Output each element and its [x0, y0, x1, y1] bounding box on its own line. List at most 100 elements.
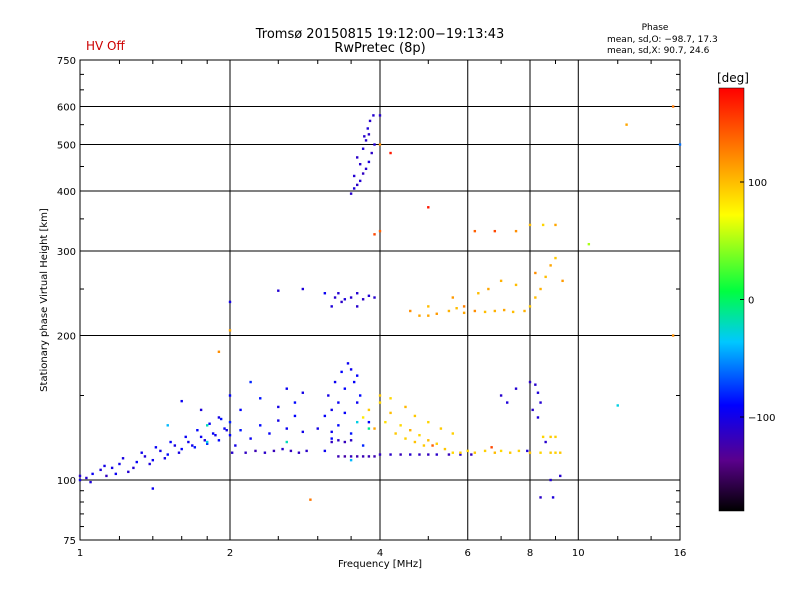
data-point — [225, 429, 228, 432]
data-point — [508, 451, 512, 454]
data-point — [330, 440, 333, 444]
data-point — [234, 444, 237, 447]
data-point — [373, 296, 376, 299]
data-point — [114, 472, 118, 476]
x-tick-label: 10 — [572, 548, 585, 559]
data-point — [625, 123, 628, 126]
data-point — [346, 362, 350, 365]
data-point — [459, 451, 462, 454]
data-point — [554, 223, 557, 227]
data-point — [483, 449, 487, 453]
data-point — [180, 447, 183, 451]
data-point — [337, 401, 340, 404]
data-point — [528, 223, 532, 227]
data-point — [427, 314, 430, 317]
data-point — [205, 440, 209, 444]
data-point — [214, 433, 217, 437]
data-point — [511, 310, 515, 314]
stats-o: mean, sd,O: −98.7, 17.3 — [607, 35, 718, 45]
data-point — [199, 408, 203, 412]
data-point — [301, 391, 305, 394]
data-point — [118, 462, 121, 466]
data-point — [549, 451, 552, 454]
data-point — [205, 442, 209, 445]
data-point — [549, 264, 552, 267]
data-point — [249, 437, 252, 440]
data-point — [223, 427, 226, 430]
data-point — [367, 133, 371, 136]
x-tick-label: 1 — [77, 548, 83, 559]
data-point — [166, 453, 169, 456]
data-point — [549, 478, 552, 482]
data-point — [217, 350, 221, 353]
data-point — [616, 404, 619, 407]
data-point — [447, 453, 451, 456]
data-point — [323, 414, 327, 418]
data-point — [352, 174, 356, 178]
data-point — [427, 439, 430, 442]
data-point — [490, 446, 493, 449]
data-point — [373, 143, 376, 146]
data-point — [447, 309, 451, 313]
data-point — [528, 305, 532, 308]
data-point — [431, 444, 434, 447]
data-point — [228, 329, 232, 332]
data-point — [534, 296, 537, 299]
data-point — [330, 408, 333, 412]
data-point — [177, 451, 181, 454]
data-point — [409, 309, 412, 313]
data-point — [196, 429, 199, 432]
data-point — [228, 300, 232, 304]
data-point — [343, 411, 347, 415]
data-point — [435, 312, 438, 315]
data-point — [355, 183, 359, 187]
data-point — [367, 427, 371, 430]
data-point — [536, 391, 540, 394]
data-point — [427, 453, 430, 456]
y-tick-label: 200 — [57, 332, 76, 343]
data-point — [363, 135, 366, 138]
data-point — [451, 296, 455, 299]
data-point — [361, 416, 365, 419]
y-tick-label: 300 — [57, 247, 76, 258]
data-point — [205, 424, 209, 427]
x-tick-label: 2 — [227, 548, 233, 559]
data-point — [462, 305, 466, 308]
data-point — [587, 242, 591, 246]
data-point — [427, 206, 430, 209]
data-point — [244, 451, 247, 454]
data-point — [219, 417, 223, 421]
x-tick-label: 6 — [465, 548, 471, 559]
data-point — [277, 405, 280, 409]
data-point — [301, 287, 305, 291]
data-point — [404, 405, 407, 409]
data-point — [151, 487, 155, 490]
data-point — [451, 451, 455, 454]
y-tick-label: 75 — [63, 536, 76, 547]
data-point — [505, 401, 509, 404]
data-point — [85, 476, 88, 480]
data-point — [230, 451, 234, 454]
data-point — [349, 458, 353, 462]
data-point — [367, 420, 371, 424]
grid-lines — [80, 60, 680, 540]
data-point — [418, 453, 421, 456]
data-point — [413, 414, 417, 418]
data-point — [343, 440, 347, 444]
data-point — [389, 151, 392, 155]
data-point — [352, 187, 356, 190]
data-point — [678, 143, 682, 146]
data-point — [355, 420, 359, 424]
data-point — [517, 449, 521, 453]
data-point — [422, 444, 426, 447]
data-point — [534, 383, 537, 386]
x-tick-label: 4 — [377, 548, 383, 559]
data-point — [349, 432, 353, 435]
y-tick-label: 400 — [57, 187, 76, 198]
data-point — [99, 468, 102, 472]
data-point — [409, 453, 412, 456]
data-point — [413, 440, 417, 444]
y-tick-label: 500 — [57, 141, 76, 152]
y-tick-label: 750 — [57, 56, 76, 67]
data-point — [523, 309, 526, 313]
